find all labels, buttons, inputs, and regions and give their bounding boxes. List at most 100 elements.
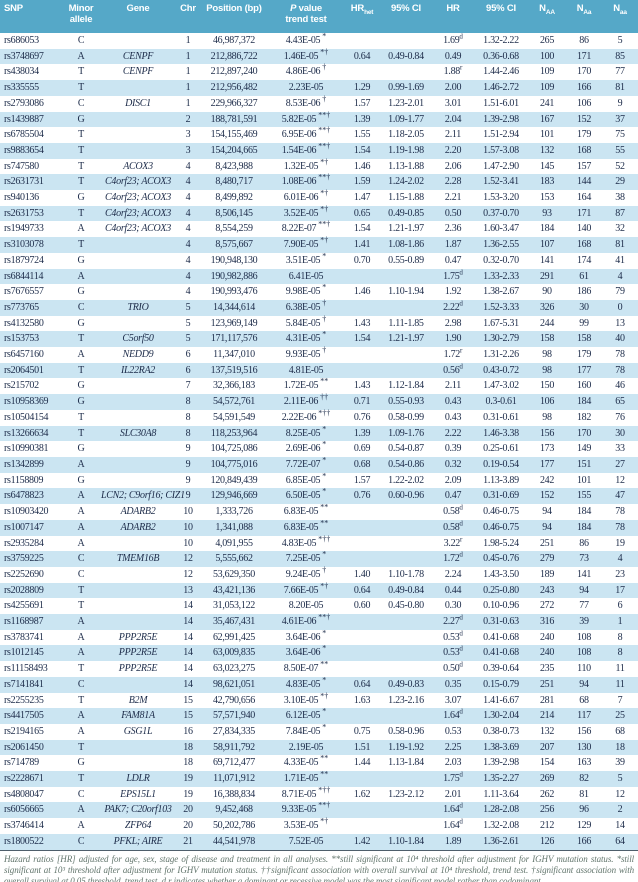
cell-n_AA: 94 [542,506,552,518]
cell-hr: 3.01 [444,97,462,109]
cell-allele: A [77,647,85,659]
cell-chr: 6 [185,349,191,361]
cell-chr: 8 [185,396,191,408]
cell-pos: 1,341,088 [215,521,253,533]
cell-n_AA: 107 [539,239,555,251]
cell-ci: 1.47-3.02 [483,380,519,392]
cell-pos: 8,423,988 [215,160,253,172]
cell-pval: 1.71E-05 ** [283,769,329,785]
cell-n_AA: 93 [542,207,552,219]
cell-allele: T [78,239,84,251]
cell-gene: ACOX3 [123,160,153,172]
cell-ci: 1.43-3.50 [483,568,519,580]
cell-pval: 7.90E-05 *† [283,235,329,251]
cell-pos: 1,333,726 [215,506,253,518]
cell-allele: G [77,380,85,392]
table-row: rs3748697 A CENPF 1 212,886,722 1.46E-05 *† 0.… [0,48,638,65]
cell-ci: 0.45-0.76 [483,553,519,565]
cell-snp: rs6457160 [4,349,44,361]
cell-hr: 2.01 [444,788,462,800]
cell-snp: rs2194165 [4,725,44,737]
cell-gene [100,614,176,630]
cell-n_AA: 183 [539,176,555,188]
cell-ci_het: 0.99-1.69 [388,82,424,94]
table-row: rs11158493 T PPP2R5E 14 63,023,275 8.50E-07 *… [0,660,638,677]
cell-ci_het: 1.12-1.84 [388,380,424,392]
column-header-gene: Gene [100,0,176,33]
cell-pval: 6.83E-05 ** [283,502,329,518]
cell-ci_het: 1.08-1.86 [388,239,424,251]
cell-pos: 8,499,892 [215,192,253,204]
cell-n_AA: 269 [539,773,555,785]
cell-ci_het [380,771,432,787]
cell-ci: 1.31-2.26 [483,349,519,361]
cell-snp: rs4417505 [4,710,44,722]
cell-chr: 1 [185,66,191,78]
cell-gene: PAK7; C20orf103 [104,804,172,816]
cell-pval: 2.22E-06 *†† [281,408,331,423]
cell-pos: 154,204,665 [210,144,258,156]
cell-n_aa: 77 [615,66,625,78]
column-header-ci_het: 95% CI [380,0,432,33]
cell-hr: 1.64d [443,802,463,816]
cell-pos: 190,948,130 [210,254,258,266]
cell-n_Aa: 177 [576,364,592,376]
cell-pos: 32,366,183 [212,380,255,392]
cell-n_Aa: 30 [579,301,589,313]
cell-allele: A [77,506,85,518]
cell-n_Aa: 171 [576,50,592,62]
cell-pval: 6.50E-05 * [285,487,327,502]
cell-chr: 1 [185,35,191,46]
table-row: rs1168987 A 14 35,467,431 4.61E-06 **† 2.27d 0… [0,613,638,630]
cell-n_Aa: 144 [576,176,592,188]
cell-n_Aa: 186 [576,286,592,298]
cell-pos: 46,987,372 [212,35,255,46]
cell-pval: 3.10E-05 *† [283,691,329,706]
cell-n_Aa: 110 [577,663,591,675]
cell-snp: rs1007147 [4,521,44,533]
cell-gene [100,410,176,426]
cell-gene [100,237,176,253]
cell-hr: 0.53 [444,725,462,737]
cell-n_AA: 326 [539,301,555,313]
cell-gene [100,394,176,410]
cell-gene: GSG1L [123,725,153,737]
cell-ci_het: 1.10-1.78 [388,568,424,580]
cell-ci_het: 1.19-1.92 [388,741,424,753]
cell-hr: 2.25 [444,741,462,753]
cell-n_aa: 4 [617,270,623,282]
cell-ci_het: 1.21-1.97 [388,333,424,345]
cell-gene [100,598,176,614]
table-row: rs686053 C 1 46,987,372 4.43E-05 * 1.69d 1.32-… [0,32,638,49]
cell-gene [100,755,176,771]
table-row: rs3759225 C TMEM16B 12 5,555,662 7.25E-05 * 1.… [0,550,638,567]
cell-allele: A [77,616,85,628]
cell-n_Aa: 155 [576,490,592,502]
cell-hr_het [344,818,380,834]
cell-allele: A [77,270,85,282]
cell-chr: 5 [185,317,191,329]
cell-chr: 3 [185,144,191,156]
cell-gene: LDLR [126,773,150,785]
cell-gene [100,143,176,159]
cell-gene: ADARB2 [120,521,156,533]
cell-allele: T [78,411,84,423]
cell-hr: 3.22r [443,535,463,549]
cell-pval: 6.41E-05 [288,270,324,282]
table-row: rs13266634 T SLC30A8 8 118,253,964 8.25E-05 *… [0,425,638,442]
column-header-pval: P value trend test [268,0,344,33]
cell-n_AA: 100 [539,50,555,62]
cell-ci: 1.38-3.69 [483,741,519,753]
cell-hr_het: 0.70 [353,254,371,266]
cell-hr_het [344,614,380,630]
cell-ci_het [380,300,432,316]
column-header-n_AA: NAA [528,0,566,33]
cell-hr_het: 1.54 [353,223,371,235]
cell-pval: 5.84E-05 † [285,314,327,329]
cell-allele: T [78,176,84,188]
cell-gene: C4orf23; ACOX3 [105,223,171,235]
table-row: rs6478823 A LCN2; C9orf16; CIZ1 9 129,946,66… [0,487,638,505]
cell-pval: 9.93E-05 † [285,345,327,361]
cell-ci: 1.52-3.33 [483,301,519,313]
